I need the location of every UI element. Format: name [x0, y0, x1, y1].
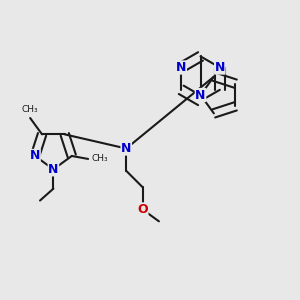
- Text: CH₃: CH₃: [91, 154, 108, 164]
- Text: N: N: [121, 142, 131, 155]
- Text: N: N: [195, 88, 206, 101]
- Text: N: N: [214, 61, 225, 74]
- Text: N: N: [30, 149, 40, 163]
- Text: N: N: [48, 163, 59, 176]
- Text: CH₃: CH₃: [22, 106, 38, 115]
- Text: O: O: [137, 203, 148, 216]
- Text: N: N: [176, 61, 186, 74]
